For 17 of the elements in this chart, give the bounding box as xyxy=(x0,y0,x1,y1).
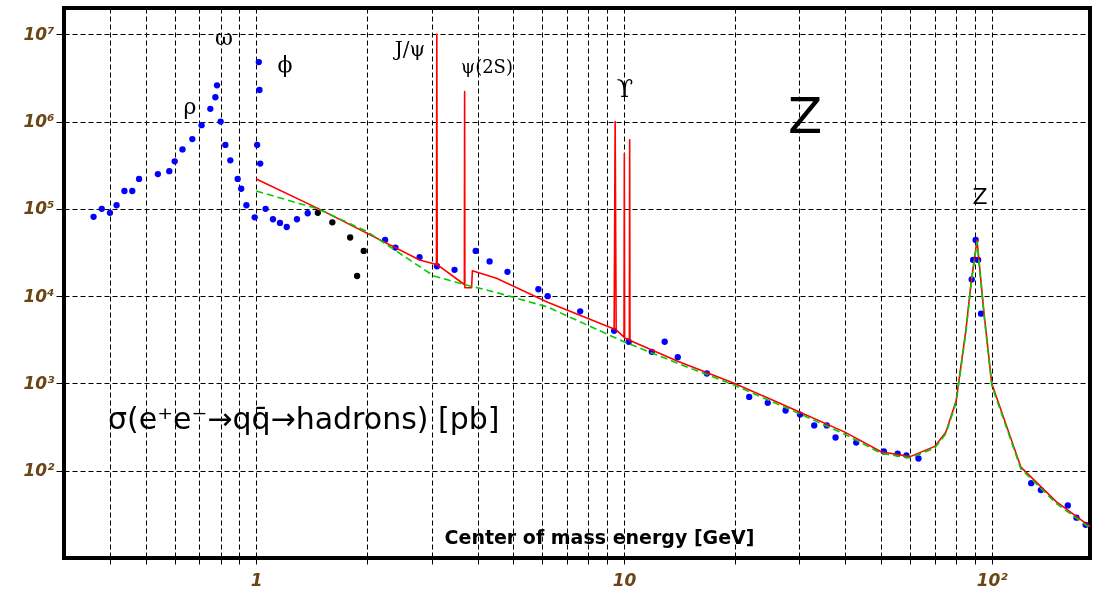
annotation: ϕ xyxy=(277,52,293,77)
y-tick-label: 10⁵ xyxy=(23,198,55,219)
y-tick-label: 10⁶ xyxy=(23,111,55,132)
annotation: Z xyxy=(972,184,988,209)
y-tick-label: 10³ xyxy=(23,372,56,393)
y-tick-label: 10⁷ xyxy=(23,23,56,44)
annotation: J/ψ xyxy=(392,37,426,61)
annotation: ψ(2S) xyxy=(461,56,513,77)
x-tick-label: 10 xyxy=(612,569,637,590)
annotation: σ(e⁺e⁻→qq̄→hadrons) [pb] xyxy=(108,401,500,436)
x-tick-label: 1 xyxy=(250,569,263,590)
annotation: ρ xyxy=(183,94,197,119)
x-axis-title: Center of mass energy [GeV] xyxy=(444,525,755,548)
y-tick-label: 10⁴ xyxy=(23,285,55,306)
annotation: Z xyxy=(787,87,823,145)
x-tick-label: 10² xyxy=(976,569,1009,590)
y-tick-label: 10² xyxy=(23,460,56,481)
